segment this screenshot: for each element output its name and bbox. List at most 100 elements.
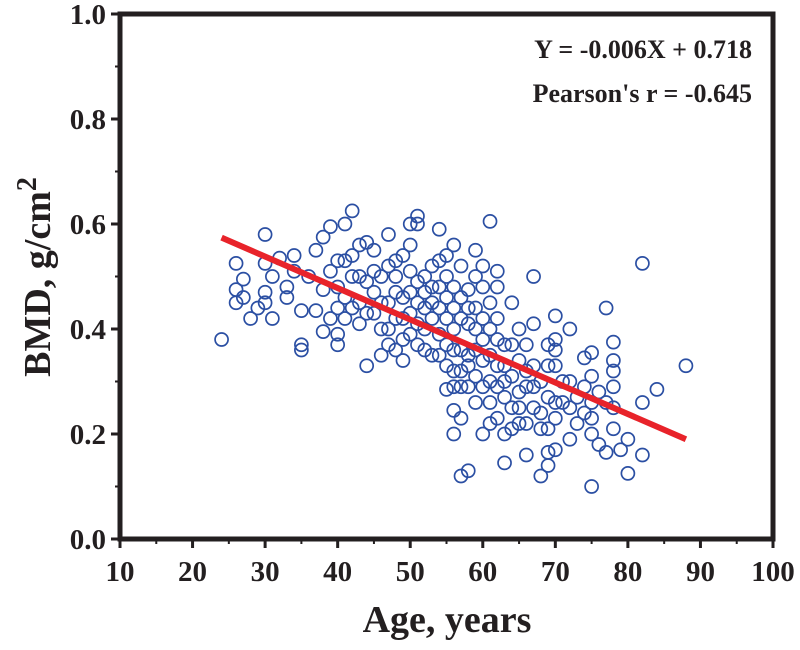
data-point (352, 316, 367, 332)
data-point (598, 445, 614, 460)
data-point (540, 389, 556, 405)
data-point (410, 216, 425, 232)
data-point (446, 342, 462, 358)
data-point (475, 426, 491, 442)
data-point (344, 300, 360, 316)
data-point (511, 400, 527, 416)
data-point (294, 342, 309, 358)
data-point (511, 416, 527, 431)
data-point (417, 269, 433, 284)
data-point (446, 426, 462, 442)
data-point (439, 290, 454, 305)
ticks-layer: 10 20 30 40 50 60 70 80 90 100 0.0 0.2 0.4 0.6 0.8 1.0 (70, 0, 795, 588)
y-axis-label: BMD, g/cm2 (12, 177, 59, 377)
data-point (460, 316, 476, 332)
data-point (489, 279, 505, 295)
data-point (410, 337, 425, 353)
data-point (402, 263, 418, 279)
data-point (620, 431, 636, 447)
data-point (250, 300, 266, 316)
data-point (460, 300, 476, 316)
data-point (504, 400, 520, 416)
data-point (431, 221, 447, 237)
data-point (598, 300, 614, 316)
data-point (547, 308, 563, 324)
data-point (315, 324, 331, 339)
data-point (635, 256, 650, 271)
y-tick-label: 0.4 (70, 314, 106, 346)
data-point (315, 229, 331, 245)
data-point (424, 258, 440, 274)
data-point (228, 295, 244, 311)
data-point (257, 227, 273, 242)
data-point (547, 395, 563, 410)
data-point (373, 321, 389, 337)
data-point (569, 416, 585, 431)
data-point (446, 403, 462, 418)
data-point (606, 363, 621, 379)
data-point (431, 347, 447, 363)
data-point (257, 284, 273, 300)
data-point (475, 279, 491, 295)
data-point (439, 248, 454, 263)
data-point (417, 300, 433, 316)
data-point (540, 458, 556, 473)
regression-line (220, 234, 688, 443)
data-point (584, 410, 599, 426)
data-point (359, 358, 375, 374)
data-point (431, 300, 447, 316)
data-point (366, 242, 382, 258)
data-point (265, 311, 280, 326)
x-axis-label: Age, years (363, 599, 532, 641)
data-point (504, 421, 520, 437)
data-point (468, 300, 483, 316)
x-tick-label: 10 (106, 556, 135, 588)
data-point (497, 337, 512, 353)
data-point (294, 303, 309, 318)
x-tick-label: 30 (251, 556, 280, 588)
data-point (381, 337, 396, 353)
data-point (475, 258, 491, 274)
data-point (359, 274, 375, 290)
data-point (439, 269, 454, 284)
data-point (337, 311, 353, 326)
data-point (337, 216, 353, 232)
data-point (482, 295, 498, 311)
data-point (613, 442, 628, 458)
data-point (497, 426, 512, 442)
data-point (417, 284, 433, 300)
data-point (453, 258, 469, 274)
data-point (511, 384, 527, 400)
data-point (388, 342, 404, 358)
x-tick-label: 40 (323, 556, 352, 588)
data-point (562, 321, 578, 337)
data-point (504, 368, 520, 384)
data-point (402, 284, 418, 300)
data-point (504, 295, 520, 311)
data-point (460, 379, 476, 395)
data-point (279, 279, 295, 295)
data-point (489, 263, 505, 279)
data-point (526, 400, 541, 416)
data-point (330, 326, 346, 342)
data-point (439, 311, 454, 326)
data-point (468, 368, 483, 384)
data-point (635, 447, 650, 463)
data-point (526, 269, 541, 284)
data-point (497, 389, 512, 405)
data-point (395, 290, 411, 305)
data-point (540, 445, 556, 460)
data-point (395, 332, 411, 347)
y-tick-label: 1.0 (70, 0, 106, 31)
data-point (286, 248, 302, 263)
data-point (344, 248, 360, 263)
data-point (482, 214, 498, 229)
data-point (352, 237, 367, 253)
data-point (606, 353, 621, 368)
data-point (373, 269, 389, 284)
data-point (540, 358, 556, 374)
data-point (562, 431, 578, 447)
data-point (591, 437, 607, 452)
x-tick-label: 80 (613, 556, 642, 588)
data-point (518, 416, 534, 431)
